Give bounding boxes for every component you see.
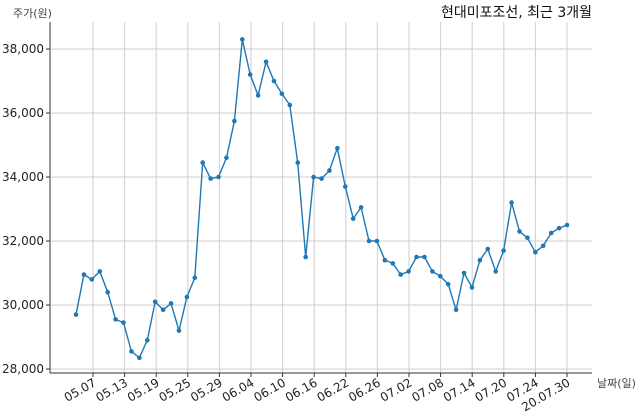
x-tick-label: 07.08 xyxy=(409,375,446,404)
price-point xyxy=(501,248,506,253)
y-axis-label: 주가(원) xyxy=(13,7,52,20)
y-axis-ticks: 28,000 30,000 32,000 34,000 36,000 38,000 xyxy=(2,42,50,376)
price-point xyxy=(525,235,530,241)
x-tick-label: 05.25 xyxy=(157,375,194,404)
y-tick-label: 30,000 xyxy=(2,298,44,312)
price-point xyxy=(548,230,554,236)
price-point xyxy=(97,269,103,274)
x-tick-label: 06.16 xyxy=(283,375,320,404)
price-point xyxy=(287,102,293,108)
price-point xyxy=(406,269,411,274)
price-point xyxy=(303,254,308,260)
y-tick-label: 32,000 xyxy=(2,234,44,248)
x-axis-ticks: 05.0705.1305.1905.2505.2906.0406.1006.16… xyxy=(62,373,573,414)
x-tick-label: 07.20 xyxy=(473,375,510,404)
price-point xyxy=(564,222,570,228)
price-point xyxy=(192,275,198,281)
x-tick-label: 06.22 xyxy=(315,375,352,404)
y-tick-label: 36,000 xyxy=(2,106,44,120)
x-axis-label: 날짜(일) xyxy=(597,376,636,390)
price-point xyxy=(247,72,253,77)
price-point xyxy=(398,272,403,277)
x-tick-label: 06.04 xyxy=(220,375,257,404)
price-point xyxy=(200,160,206,165)
price-point xyxy=(335,145,340,151)
x-tick-label: 06.26 xyxy=(346,375,383,404)
price-point xyxy=(271,78,277,84)
price-point xyxy=(216,174,221,180)
price-point xyxy=(461,270,467,276)
price-point xyxy=(477,257,483,263)
price-point xyxy=(160,307,166,313)
price-point xyxy=(144,337,150,343)
price-point xyxy=(422,254,427,260)
price-point xyxy=(295,160,301,165)
price-point xyxy=(113,317,118,322)
price-point xyxy=(453,307,459,313)
x-tick-label: 07.14 xyxy=(441,375,478,404)
price-point xyxy=(279,91,285,97)
x-tick-label: 06.10 xyxy=(251,375,288,404)
x-tick-label: 05.19 xyxy=(125,375,162,404)
price-point xyxy=(168,301,174,306)
price-line-series xyxy=(73,37,570,361)
x-tick-label: 05.13 xyxy=(93,375,130,404)
price-line xyxy=(75,39,568,359)
price-point xyxy=(430,269,435,274)
price-point xyxy=(517,229,522,234)
price-point xyxy=(540,243,546,249)
price-point xyxy=(533,249,538,255)
price-point xyxy=(414,254,419,260)
price-point xyxy=(208,176,213,181)
price-point xyxy=(556,225,562,231)
x-tick-label: 05.29 xyxy=(188,375,225,404)
price-point xyxy=(509,200,514,205)
price-point xyxy=(105,289,110,295)
price-point xyxy=(89,277,95,282)
price-point xyxy=(366,238,372,244)
price-point xyxy=(176,328,182,333)
price-point xyxy=(240,37,245,42)
price-point xyxy=(350,216,356,221)
price-point xyxy=(390,261,396,266)
price-point xyxy=(445,281,451,287)
grid-lines xyxy=(50,22,592,373)
price-point xyxy=(224,155,229,161)
price-point xyxy=(184,294,190,300)
price-point xyxy=(319,176,324,181)
price-point xyxy=(374,238,380,244)
chart-title: 현대미포조선, 최근 3개월 xyxy=(441,5,592,21)
price-point xyxy=(358,205,364,210)
price-point xyxy=(382,257,388,263)
price-point xyxy=(121,320,126,325)
price-point xyxy=(311,174,316,180)
price-point xyxy=(137,355,142,361)
y-tick-label: 28,000 xyxy=(2,362,44,376)
price-point xyxy=(73,312,79,317)
price-point xyxy=(232,118,237,124)
y-tick-label: 34,000 xyxy=(2,170,44,184)
price-point xyxy=(255,93,261,98)
price-point xyxy=(81,272,87,277)
x-tick-label: 07.02 xyxy=(378,375,415,404)
price-point xyxy=(469,285,475,290)
x-tick-label: 05.07 xyxy=(62,375,99,404)
price-point xyxy=(263,59,269,65)
price-point xyxy=(493,269,499,274)
axes xyxy=(49,22,592,374)
price-point xyxy=(152,299,158,305)
y-tick-label: 38,000 xyxy=(2,42,44,56)
price-point xyxy=(342,184,348,189)
price-point xyxy=(437,273,443,279)
price-point xyxy=(129,349,134,354)
price-point xyxy=(327,168,332,173)
price-point xyxy=(485,246,491,252)
